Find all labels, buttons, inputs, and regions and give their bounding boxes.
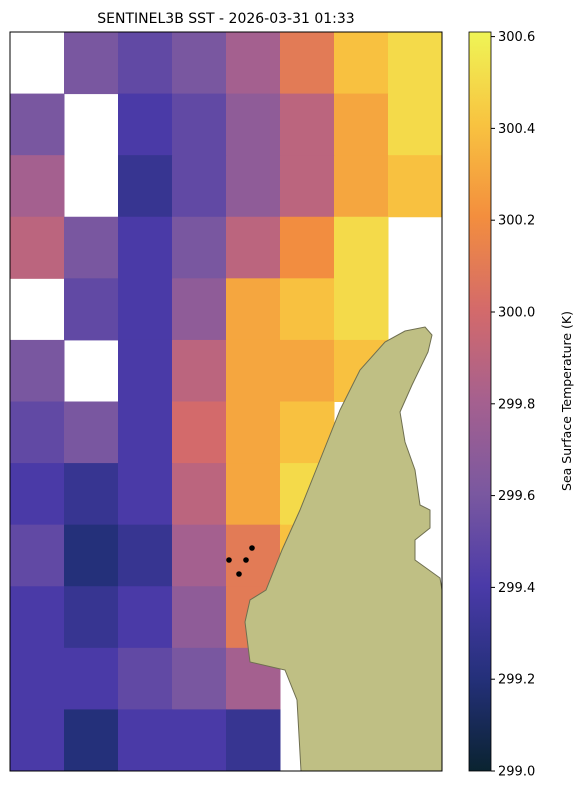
sst-cell — [388, 93, 442, 156]
colorbar-tick-label: 299.6 — [498, 489, 535, 504]
sst-cell — [118, 524, 173, 587]
sst-cell — [64, 647, 119, 710]
sst-cell — [118, 586, 173, 649]
sst-cell — [64, 586, 119, 649]
sst-cell — [172, 709, 227, 771]
sst-cell — [172, 216, 227, 279]
sst-cell — [64, 32, 119, 95]
sst-cell — [118, 32, 173, 95]
sst-cell — [280, 93, 335, 156]
sst-cell — [64, 278, 119, 341]
sst-cell — [172, 278, 227, 341]
sst-cell — [226, 32, 281, 95]
chart-title: SENTINEL3B SST - 2026-03-31 01:33 — [97, 11, 354, 27]
sst-cell — [334, 155, 389, 218]
colorbar-tick-label: 300.4 — [498, 122, 535, 137]
sst-cell — [118, 339, 173, 402]
sst-cell — [10, 401, 65, 464]
sst-cell — [118, 93, 173, 156]
sst-cell — [172, 647, 227, 710]
colorbar — [468, 31, 492, 772]
sst-cell — [172, 155, 227, 218]
colorbar-tick-label: 299.2 — [498, 673, 535, 688]
sst-cell — [172, 524, 227, 587]
sst-cell — [118, 278, 173, 341]
sst-cell — [226, 401, 281, 464]
sst-cell — [334, 93, 389, 156]
sst-cell — [10, 463, 65, 526]
sst-cell — [10, 93, 65, 156]
sst-cell — [118, 401, 173, 464]
sst-cell — [226, 278, 281, 341]
sst-cell — [172, 93, 227, 156]
sst-cell — [64, 401, 119, 464]
sst-cell — [388, 32, 442, 95]
colorbar-tick-label: 299.0 — [498, 765, 535, 780]
sst-cell — [10, 647, 65, 710]
sst-cell — [172, 463, 227, 526]
sst-cell — [172, 586, 227, 649]
sst-cell — [280, 32, 335, 95]
sst-cell — [226, 216, 281, 279]
sst-cell — [280, 339, 335, 402]
sst-cell — [10, 216, 65, 279]
sst-cell — [226, 709, 281, 771]
sst-cell — [172, 32, 227, 95]
sst-cell — [118, 463, 173, 526]
marker — [243, 557, 249, 563]
marker — [226, 557, 232, 563]
sst-cell — [226, 339, 281, 402]
colorbar-label: Sea Surface Temperature (K) — [559, 311, 574, 491]
sst-cell — [64, 463, 119, 526]
sst-cell — [64, 216, 119, 279]
sst-cell — [118, 155, 173, 218]
sst-cell — [226, 155, 281, 218]
sst-cell — [172, 339, 227, 402]
sst-cell — [280, 216, 335, 279]
sst-cell — [10, 339, 65, 402]
sst-cell — [118, 647, 173, 710]
sst-cell — [388, 155, 442, 218]
colorbar-tick-label: 300.6 — [498, 30, 535, 45]
sst-cell — [280, 278, 335, 341]
sst-cell — [64, 709, 119, 771]
colorbar-tick-label: 300.2 — [498, 214, 535, 229]
sst-cell — [280, 155, 335, 218]
sst-cell — [226, 93, 281, 156]
sst-cell — [10, 709, 65, 771]
sst-cell — [118, 216, 173, 279]
colorbar-tick-label: 299.8 — [498, 397, 535, 412]
marker — [236, 571, 242, 577]
sst-cell — [118, 709, 173, 771]
sst-cell — [64, 524, 119, 587]
map-frame — [9, 31, 443, 772]
colorbar-tick-label: 300.0 — [498, 305, 535, 320]
marker — [249, 545, 255, 551]
sst-cell — [172, 401, 227, 464]
sst-cell — [334, 216, 389, 279]
sst-cell — [226, 463, 281, 526]
colorbar-tick-label: 299.4 — [498, 581, 535, 596]
sst-cell — [334, 32, 389, 95]
sst-cell — [334, 278, 389, 341]
sst-cell — [10, 586, 65, 649]
sst-cell — [10, 155, 65, 218]
sst-cell — [10, 524, 65, 587]
station-markers — [226, 545, 255, 577]
